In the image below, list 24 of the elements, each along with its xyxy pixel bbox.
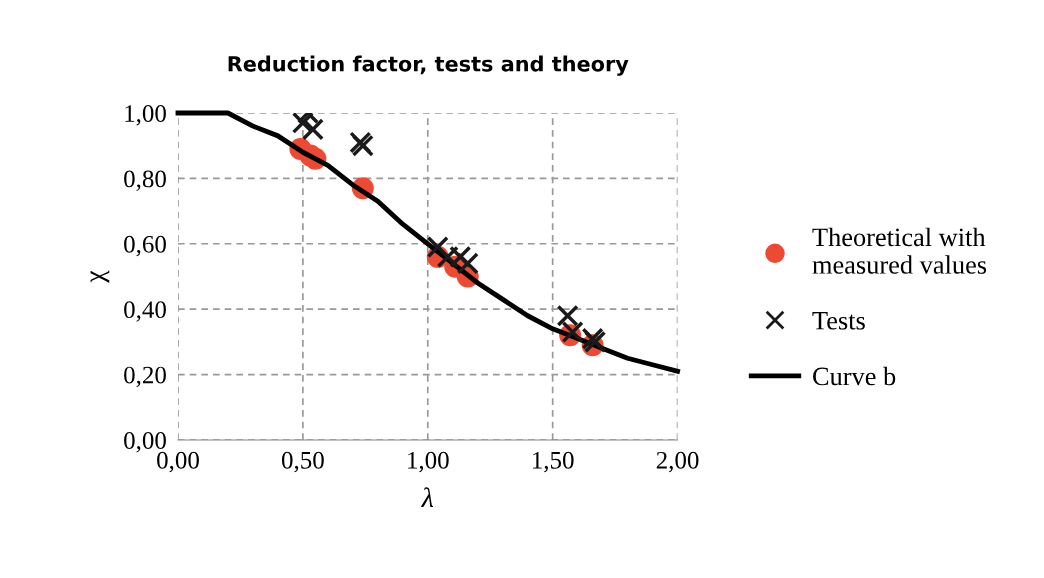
x-tick-label: 0,00 [157,451,199,473]
x-tick-label: 1,00 [408,451,449,473]
x-tick-label: 0,50 [281,451,324,473]
point [426,236,449,259]
y-tick-label: 0,40 [124,301,166,322]
y-tick-label: 1,00 [125,105,166,126]
chart-title: Reduction factor, tests and theory [228,55,629,76]
legend-label: Tests [812,312,865,330]
y-tick-label: 0,60 [124,235,166,257]
point [456,252,479,275]
y-axis-title: χ [90,270,110,283]
point [449,245,472,268]
y-tick-label: 0,20 [124,366,166,388]
point [556,304,579,327]
y-tick-label: 0,80 [124,170,166,191]
legend-label: Theoretical with measured values [812,227,987,274]
point [301,118,324,141]
point [436,245,459,268]
x-axis-title: λ [421,487,434,507]
legend-label: Curve b [813,366,896,386]
y-tick-label: 0,00 [124,432,166,453]
x-tick-label: 1,50 [532,451,574,473]
point [291,113,314,134]
x-tick-label: 2,00 [656,451,699,473]
